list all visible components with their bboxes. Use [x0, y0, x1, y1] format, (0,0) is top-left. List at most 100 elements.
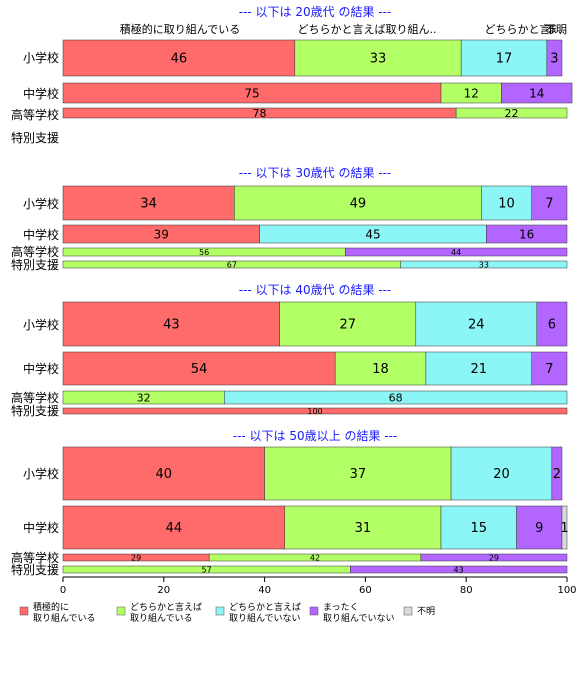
category-label: 小学校 — [23, 466, 59, 481]
category-label: 小学校 — [23, 50, 59, 65]
bar-segment — [264, 446, 452, 501]
legend-label-line: 取り組んでいない — [229, 612, 301, 624]
column-header: どちらかと言えば取り組ん.. — [298, 23, 437, 36]
bar-segment — [551, 446, 563, 501]
category-label: 中学校 — [23, 86, 59, 101]
bar-segment — [350, 565, 568, 574]
group-title: --- 以下は 50歳以上 の結果 --- — [233, 429, 398, 443]
category-label: 高等学校 — [11, 244, 59, 259]
category-label: 高等学校 — [11, 107, 59, 122]
data-label: 67 — [227, 260, 237, 269]
data-label: 22 — [505, 107, 519, 120]
data-label: 56 — [199, 248, 209, 257]
legend-label-line: どちらかと言えば — [130, 601, 202, 613]
data-label: 7 — [545, 362, 553, 377]
legend-swatch — [116, 606, 126, 616]
category-label: 特別支援 — [11, 403, 59, 418]
bar-segment — [531, 351, 568, 386]
data-label: 1 — [560, 521, 568, 536]
data-label: 44 — [166, 521, 183, 536]
legend-label: まったく取り組んでいない — [323, 602, 395, 624]
data-label: 33 — [370, 52, 387, 67]
data-label: 46 — [171, 52, 188, 67]
data-label: 34 — [140, 197, 157, 212]
bar-segment — [501, 82, 573, 104]
data-label: 49 — [350, 197, 367, 212]
data-label: 39 — [154, 227, 169, 241]
category-label: 小学校 — [23, 317, 59, 332]
bar-segment — [455, 107, 568, 119]
data-label: 37 — [350, 467, 367, 482]
data-label: 42 — [310, 553, 320, 562]
legend-label: どちらかと言えば取り組んでいない — [229, 601, 301, 624]
bar-segment — [234, 185, 482, 221]
legend-label-line: 積極的に — [33, 601, 69, 613]
bar-segment — [334, 351, 427, 386]
bar-segment — [344, 247, 568, 257]
legend-swatch — [19, 606, 29, 616]
x-tick-label: 100 — [557, 585, 576, 596]
data-label: 21 — [471, 362, 488, 377]
bar-segment — [62, 505, 286, 550]
bar-segment — [486, 224, 568, 244]
data-label: 14 — [529, 86, 544, 100]
data-label: 18 — [372, 362, 389, 377]
group-title: --- 以下は 40歳代 の結果 --- — [239, 283, 392, 297]
bar-segment — [284, 505, 442, 550]
data-label: 75 — [244, 86, 259, 100]
x-tick-label: 80 — [460, 585, 473, 596]
legend-swatch — [215, 606, 225, 616]
category-label: 特別支援 — [11, 257, 59, 272]
category-label: 高等学校 — [11, 550, 59, 565]
bar-segment — [62, 185, 235, 221]
data-label: 27 — [339, 318, 356, 333]
data-label: 7 — [545, 197, 553, 212]
x-tick-label: 40 — [258, 585, 271, 596]
column-header: ま.. — [547, 23, 565, 36]
group-title: --- 以下は 20歳代 の結果 --- — [239, 5, 392, 19]
data-label: 31 — [355, 521, 372, 536]
column-header: 不明 — [545, 23, 567, 36]
data-label: 68 — [389, 391, 403, 404]
legend-label-line: 不明 — [417, 606, 435, 617]
bar-segment — [420, 553, 568, 562]
data-label: 20 — [493, 467, 510, 482]
data-label: 29 — [131, 553, 141, 562]
legend-label-line: まったく — [323, 602, 359, 613]
data-label: 78 — [253, 107, 267, 120]
bar-segment — [279, 301, 417, 347]
data-label: 6 — [548, 318, 556, 333]
legend-label-line: どちらかと言えば — [229, 601, 301, 613]
category-label: 中学校 — [23, 361, 59, 376]
legend-label-line: 取り組んでいる — [130, 612, 193, 624]
legend-label: どちらかと言えば取り組んでいる — [130, 601, 202, 624]
bar-segment — [546, 39, 563, 77]
bar-segment — [62, 39, 296, 77]
bar-segment — [561, 505, 568, 550]
bar-segment — [425, 351, 532, 386]
category-label: 中学校 — [23, 520, 59, 535]
data-label: 54 — [191, 362, 208, 377]
bar-segment — [400, 260, 568, 269]
data-label: 100 — [307, 407, 322, 416]
x-tick-label: 20 — [157, 585, 170, 596]
data-label: 45 — [365, 227, 380, 241]
bar-segment — [531, 185, 568, 221]
x-tick-label: 60 — [359, 585, 372, 596]
legend-swatch — [403, 606, 413, 616]
data-label: 57 — [202, 565, 212, 574]
data-label: 10 — [498, 197, 515, 212]
data-label: 15 — [471, 521, 488, 536]
data-label: 12 — [464, 86, 479, 100]
data-label: 3 — [550, 52, 558, 67]
data-label: 2 — [553, 467, 561, 482]
category-label: 特別支援 — [11, 562, 59, 577]
data-label: 44 — [451, 248, 461, 257]
bar-segment — [481, 185, 532, 221]
bar-segment — [224, 390, 568, 405]
data-label: 16 — [519, 227, 534, 241]
data-label: 24 — [468, 318, 485, 333]
category-label: 高等学校 — [11, 390, 59, 405]
column-header: 積極的に取り組んでいる — [120, 22, 240, 36]
